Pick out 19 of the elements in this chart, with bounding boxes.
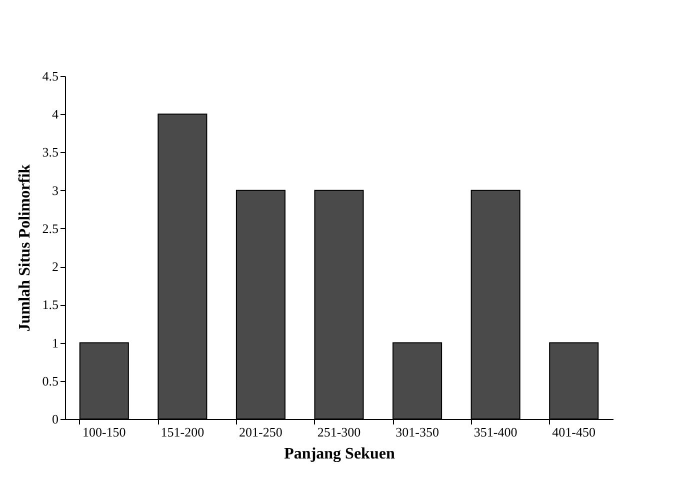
- y-tick-label: 3: [52, 182, 58, 198]
- y-tick-label: 1.5: [42, 297, 58, 312]
- x-tick-label: 351-400: [474, 424, 518, 440]
- y-tick-label: 0: [52, 412, 58, 426]
- y-tick-label: 0.5: [42, 373, 58, 388]
- x-tick-label: 100-150: [82, 424, 126, 440]
- x-tick-label: 251-300: [317, 424, 361, 440]
- x-tick-label: 151-200: [160, 424, 204, 440]
- y-tick-label: 3.5: [42, 144, 58, 160]
- y-axis-title: Jumlah Situs Polimorfik: [16, 164, 34, 332]
- y-tick-label: 4: [52, 106, 59, 122]
- x-tick-label: 301-350: [396, 424, 439, 440]
- y-tick-label: 2.5: [42, 220, 58, 236]
- y-tick-label: 1: [52, 335, 58, 350]
- x-tick-label: 201-250: [239, 424, 282, 440]
- x-axis-title: Panjang Sekuen: [284, 446, 395, 462]
- x-tick-label: 401-450: [552, 424, 596, 440]
- y-tick-label: 4.5: [42, 68, 58, 84]
- y-tick-label: 2: [52, 259, 58, 274]
